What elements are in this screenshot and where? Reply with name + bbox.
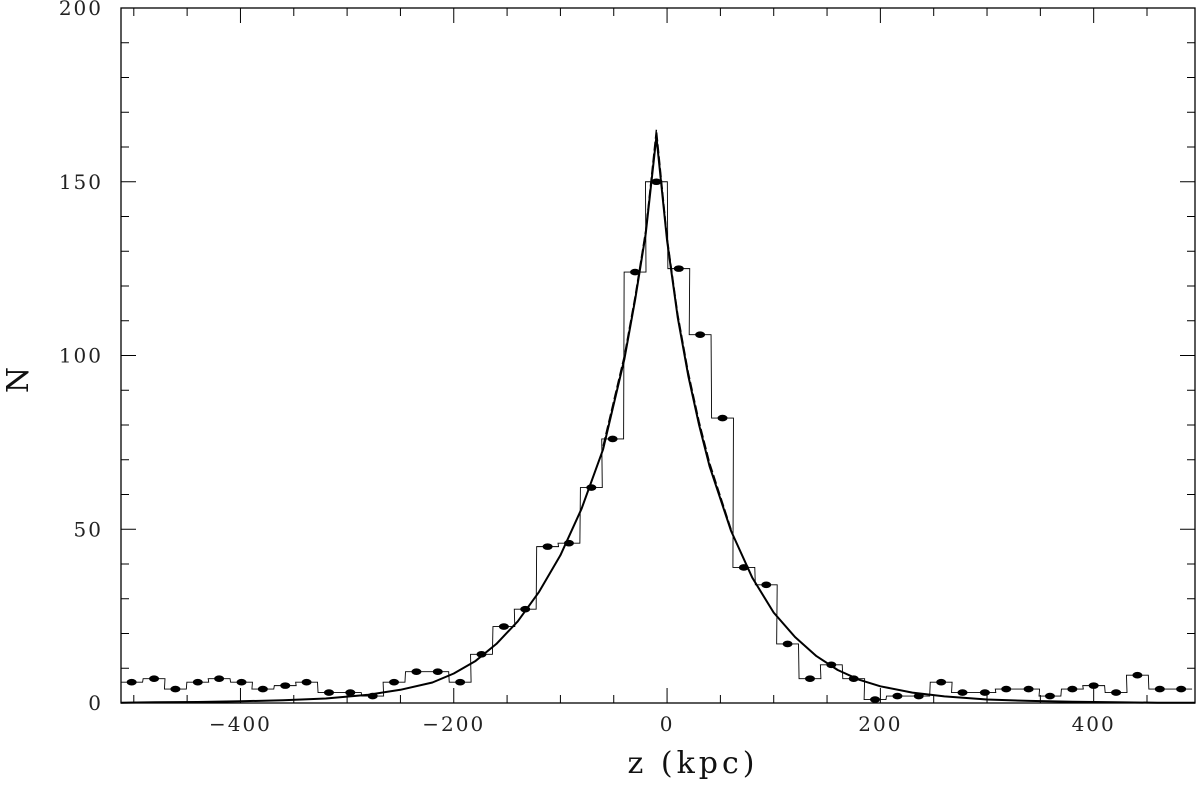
data-point: [586, 484, 597, 491]
data-point: [957, 689, 968, 696]
data-point: [149, 675, 160, 682]
data-point: [170, 685, 181, 693]
data-point: [1067, 685, 1078, 693]
data-point: [848, 675, 859, 682]
histogram-points: [126, 178, 1187, 703]
data-point: [389, 678, 400, 686]
data-point: [1023, 685, 1034, 693]
y-tick-label: 0: [88, 691, 103, 715]
data-point: [323, 689, 334, 696]
x-tick-label: −200: [422, 712, 485, 736]
data-point: [695, 331, 706, 338]
data-point: [979, 689, 990, 696]
data-point: [651, 178, 662, 186]
data-point: [717, 414, 728, 422]
data-point: [1176, 685, 1187, 693]
data-point: [804, 675, 815, 682]
data-point: [411, 668, 422, 676]
data-point: [280, 682, 291, 689]
data-point: [782, 640, 793, 648]
data-point: [1044, 692, 1055, 700]
data-point: [301, 678, 312, 686]
data-point: [936, 678, 947, 686]
data-point: [520, 605, 531, 613]
data-point: [1088, 682, 1099, 689]
x-tick-label: 400: [1072, 712, 1116, 736]
data-point: [1111, 689, 1122, 696]
data-point: [476, 651, 487, 658]
y-tick-label: 50: [74, 517, 103, 541]
data-point: [738, 564, 749, 571]
data-point: [367, 692, 378, 700]
data-point: [236, 678, 247, 686]
data-point: [126, 678, 137, 686]
fit-curve-solid: [120, 135, 1196, 704]
x-tick-label: 0: [660, 712, 675, 736]
data-point: [761, 581, 772, 589]
y-tick-label: 100: [59, 344, 103, 368]
data-point: [607, 435, 618, 443]
data-point: [455, 678, 466, 686]
data-point: [826, 661, 837, 669]
data-point: [432, 668, 443, 676]
axis-ticks: [121, 7, 1195, 704]
data-point: [563, 539, 574, 547]
axis-tick-labels: −400 −200 0 200 400 0 50 100 150 200: [59, 0, 1116, 736]
plot-frame: [120, 7, 1196, 704]
data-point: [498, 623, 509, 630]
data-point: [630, 268, 641, 276]
x-axis-title: z (kpc): [628, 746, 759, 781]
histogram-series: [121, 181, 1193, 700]
data-point: [1001, 685, 1012, 693]
x-tick-label: −400: [209, 712, 272, 736]
fit-curves: [120, 128, 1196, 704]
data-point: [214, 675, 225, 682]
fit-curve-dashed: [602, 128, 732, 530]
data-point: [345, 689, 356, 696]
x-tick-label: 200: [858, 712, 902, 736]
data-point: [192, 678, 203, 686]
y-tick-label: 200: [59, 0, 103, 20]
y-axis-title: N: [1, 363, 36, 393]
data-point: [892, 692, 903, 700]
data-point: [673, 265, 684, 272]
data-point: [870, 696, 881, 703]
data-point: [1132, 671, 1143, 679]
data-point: [913, 692, 924, 700]
data-point: [1154, 685, 1165, 693]
histogram-steps: [121, 181, 1193, 700]
y-tick-label: 150: [59, 170, 103, 194]
data-point: [257, 685, 268, 693]
data-point: [542, 543, 553, 550]
